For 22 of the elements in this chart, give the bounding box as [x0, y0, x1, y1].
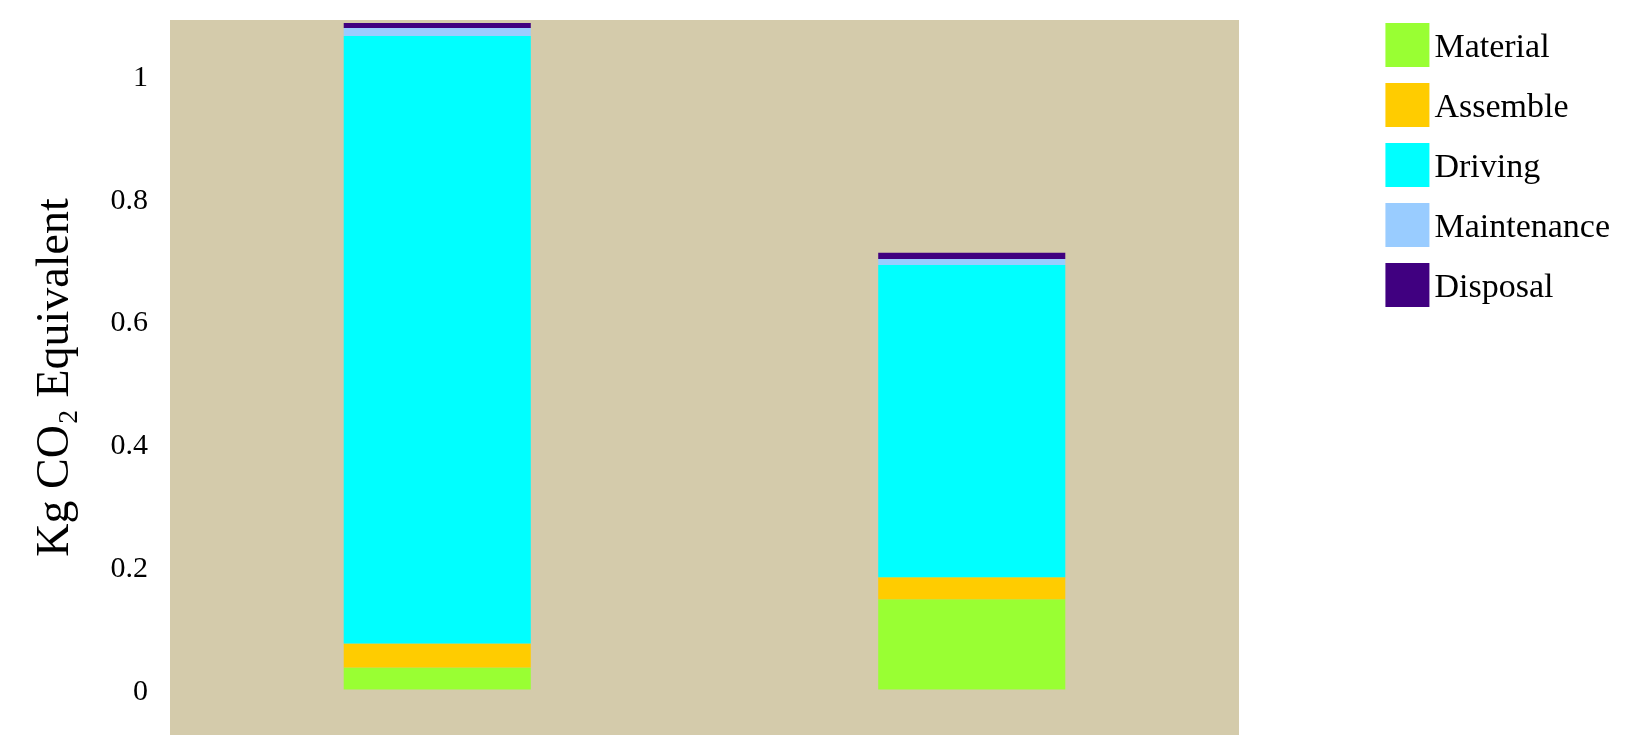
- bar: [343, 27, 531, 36]
- legend-label: Driving: [1434, 146, 1541, 184]
- y-tick-label: 0.8: [110, 181, 148, 215]
- bar: [343, 667, 531, 690]
- bar: [343, 35, 531, 644]
- y-tick-label: 1: [133, 58, 148, 92]
- y-tick-label: 0: [133, 673, 148, 707]
- y-tick-label: 0.4: [110, 427, 148, 461]
- y-tick-label: 0.2: [110, 550, 148, 584]
- y-axis-title: Kg CO₂ Equivalent: [26, 198, 78, 557]
- bar: [878, 599, 1066, 690]
- bar: [343, 643, 531, 668]
- legend-label: Assemble: [1434, 86, 1569, 124]
- bar: [878, 252, 1066, 259]
- legend-label: Material: [1434, 26, 1550, 64]
- legend-label: Disposal: [1434, 266, 1554, 304]
- bar: [878, 265, 1066, 578]
- bar: [343, 23, 531, 28]
- bar: [878, 577, 1066, 600]
- bar: [878, 258, 1066, 266]
- y-tick-label: 0.6: [110, 304, 148, 338]
- legend-label: Maintenance: [1434, 206, 1610, 244]
